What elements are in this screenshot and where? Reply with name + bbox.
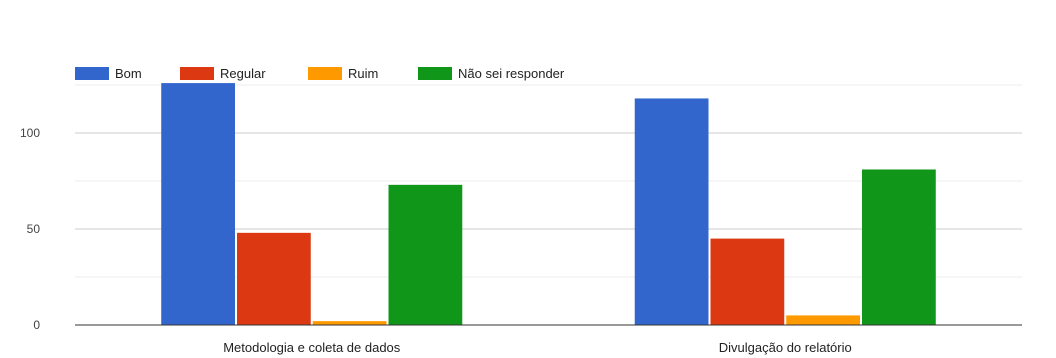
bar-ruim-1[interactable] [786, 315, 861, 325]
bar-regular-1[interactable] [710, 238, 785, 325]
x-category-label: Metodologia e coleta de dados [223, 340, 401, 355]
legend-label: Regular [220, 66, 266, 81]
y-tick-label: 100 [20, 126, 40, 140]
legend-item-bom[interactable]: Bom [75, 66, 142, 81]
legend-swatch [75, 67, 109, 80]
x-category-label: Divulgação do relatório [719, 340, 852, 355]
legend-label: Bom [115, 66, 142, 81]
bar-n-o-sei-responder-1[interactable] [862, 169, 936, 325]
bar-bom-0[interactable] [161, 83, 235, 325]
bar-n-o-sei-responder-0[interactable] [388, 184, 463, 325]
legend-swatch [308, 67, 342, 80]
legend-item-n-o-sei-responder[interactable]: Não sei responder [418, 66, 565, 81]
legend-item-regular[interactable]: Regular [180, 66, 266, 81]
bars [161, 83, 936, 325]
y-axis-ticks: 0 50 100 [20, 126, 40, 332]
legend-swatch [180, 67, 214, 80]
legend-item-ruim[interactable]: Ruim [308, 66, 378, 81]
legend-label: Ruim [348, 66, 378, 81]
legend-label: Não sei responder [458, 66, 565, 81]
legend-swatch [418, 67, 452, 80]
bar-regular-0[interactable] [236, 232, 311, 325]
bar-bom-1[interactable] [634, 98, 709, 325]
legend[interactable]: Bom Regular Ruim Não sei responder [75, 66, 565, 81]
y-tick-label: 50 [27, 222, 41, 236]
bar-ruim-0[interactable] [312, 321, 387, 325]
y-tick-label: 0 [33, 318, 40, 332]
x-axis-categories: Metodologia e coleta de dados Divulgação … [223, 340, 852, 355]
